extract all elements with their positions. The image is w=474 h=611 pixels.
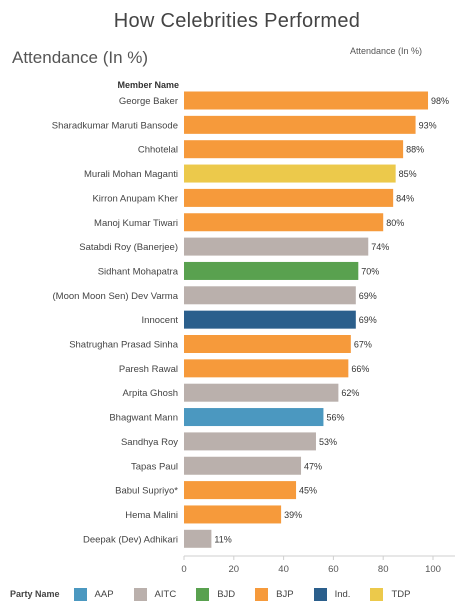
category-label: Paresh Rawal — [119, 364, 178, 375]
bar — [184, 383, 339, 402]
bar — [184, 140, 404, 159]
category-label: Babul Supriyo* — [115, 486, 178, 497]
bar — [184, 359, 349, 378]
x-tick-label: 40 — [278, 564, 289, 575]
bar — [184, 261, 359, 280]
legend-item[interactable]: TDP — [370, 587, 411, 601]
category-label: Murali Mohan Maganti — [84, 169, 178, 180]
bar — [184, 213, 384, 232]
legend-label: Ind. — [334, 588, 351, 600]
bar — [184, 456, 302, 475]
data-label: 98% — [431, 96, 449, 106]
data-label: 85% — [399, 169, 417, 179]
data-label: 80% — [386, 218, 404, 228]
column-header: Attendance (In %) — [349, 46, 422, 56]
legend-label: BJD — [217, 588, 236, 600]
category-label: Kirron Anupam Kher — [92, 193, 178, 204]
data-label: 56% — [326, 413, 344, 423]
legend-item[interactable]: BJP — [255, 587, 294, 601]
category-label: Sidhant Mohapatra — [98, 266, 179, 277]
bar-chart: George Baker 98% Sharadkumar Maruti Bansod… — [52, 91, 455, 575]
category-label: Tapas Paul — [131, 461, 178, 472]
category-label: Arpita Ghosh — [123, 388, 178, 399]
data-label: 45% — [299, 486, 317, 496]
category-label: Sharadkumar Maruti Bansode — [52, 120, 178, 131]
category-label: Shatrughan Prasad Sinha — [69, 340, 179, 351]
legend-swatch — [73, 587, 87, 601]
category-label: Satabdi Roy (Banerjee) — [79, 242, 178, 253]
bar — [184, 310, 356, 329]
legend-item[interactable]: AAP — [73, 587, 114, 601]
bar — [184, 115, 416, 134]
bar — [184, 91, 429, 110]
data-label: 62% — [341, 388, 359, 398]
bar — [184, 432, 316, 451]
category-label: Sandhya Roy — [121, 437, 178, 448]
row-header: Member Name — [117, 80, 179, 90]
chart-title: How Celebrities Performed — [113, 10, 361, 32]
data-label: 69% — [359, 315, 377, 325]
data-label: 11% — [214, 534, 231, 544]
legend-swatch — [255, 587, 269, 601]
data-label: 88% — [406, 145, 424, 155]
legend-label: BJP — [276, 588, 294, 600]
bar — [184, 529, 212, 548]
category-label: Chhotelal — [138, 145, 178, 156]
section-title: Attendance (In %) — [12, 48, 149, 67]
bar — [184, 505, 282, 524]
data-label: 84% — [396, 193, 414, 203]
bar — [184, 164, 396, 183]
legend-swatch — [313, 587, 327, 601]
legend-label: AITC — [154, 588, 177, 600]
data-label: 53% — [319, 437, 337, 447]
category-label: Hema Malini — [125, 510, 178, 521]
x-tick-label: 100 — [425, 564, 441, 575]
legend-title: Party Name — [10, 589, 60, 599]
data-label: 67% — [354, 340, 372, 350]
data-label: 39% — [284, 510, 302, 520]
bar — [184, 188, 394, 207]
bar — [184, 408, 324, 427]
x-tick-label: 80 — [378, 564, 389, 575]
data-label: 93% — [419, 120, 437, 130]
bar — [184, 481, 297, 500]
bar — [184, 237, 369, 256]
category-label: George Baker — [119, 96, 178, 107]
legend: Party Name AAP AITC BJD BJP Ind. TDP — [10, 586, 430, 602]
legend-swatch — [370, 587, 384, 601]
category-label: (Moon Moon Sen) Dev Varma — [53, 291, 179, 302]
category-label: Innocent — [142, 315, 179, 326]
x-tick-label: 0 — [181, 564, 186, 575]
legend-item[interactable]: AITC — [133, 587, 177, 601]
legend-label: TDP — [391, 588, 411, 600]
legend-label: AAP — [94, 588, 114, 600]
data-label: 69% — [359, 291, 377, 301]
x-tick-label: 60 — [328, 564, 339, 575]
legend-swatch — [196, 587, 210, 601]
category-label: Bhagwant Mann — [109, 413, 178, 424]
data-label: 47% — [304, 461, 322, 471]
legend-item[interactable]: Ind. — [313, 587, 351, 601]
data-label: 74% — [371, 242, 389, 252]
category-label: Deepak (Dev) Adhikari — [83, 534, 178, 545]
x-tick-label: 20 — [229, 564, 240, 575]
bar — [184, 335, 351, 353]
legend-swatch — [133, 587, 147, 601]
data-label: 66% — [351, 364, 369, 374]
category-label: Manoj Kumar Tiwari — [94, 218, 178, 229]
bar — [184, 286, 356, 305]
legend-item[interactable]: BJD — [196, 587, 236, 601]
data-label: 70% — [361, 266, 379, 276]
